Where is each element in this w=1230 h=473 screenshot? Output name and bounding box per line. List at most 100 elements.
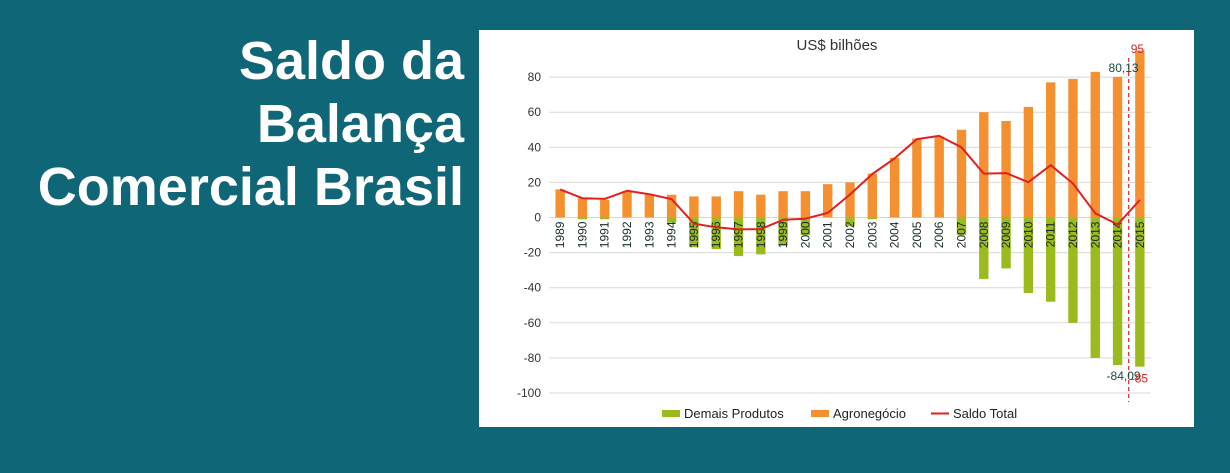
x-tick-label: 2013 (1088, 221, 1102, 248)
bar-demais-produtos (1135, 217, 1145, 367)
legend-swatch (811, 410, 829, 417)
x-tick-label: 1994 (665, 221, 679, 248)
bar-agronegocio (956, 129, 967, 218)
bar-demais-produtos (666, 217, 677, 223)
chart-title: US$ bilhões (797, 37, 878, 54)
bar-agronegocio (756, 194, 766, 218)
bar-agronegocio (1112, 76, 1123, 218)
slide-title-line-3: Comercial Brasil (37, 157, 464, 217)
bar-demais-produtos (1023, 217, 1034, 293)
x-tick-label: 2008 (977, 221, 991, 248)
bar-agronegocio (823, 184, 833, 218)
y-tick-label: 20 (528, 175, 542, 189)
bars (555, 50, 1145, 367)
bar-demais-produtos (1001, 217, 1011, 269)
bar-agronegocio (1090, 71, 1100, 218)
y-tick-label: -100 (517, 386, 541, 400)
x-tick-label: 2015 (1133, 221, 1147, 248)
bar-demais-produtos (956, 217, 967, 236)
bar-agronegocio (1068, 78, 1078, 218)
y-tick-label: 80 (528, 70, 542, 84)
bar-demais-produtos (577, 217, 588, 220)
y-tick-label: -20 (524, 246, 542, 260)
annotations: 80,13 -84,09 95 -85 (1107, 42, 1149, 402)
bar-demais-produtos (800, 217, 811, 236)
x-tick-label: 2004 (888, 221, 902, 248)
bar-agronegocio (1023, 106, 1034, 218)
slide-title: Saldo da Balança Comercial Brasil (4, 30, 464, 219)
trade-balance-chart: US$ bilhões -100 -80 -60 -40 -20 0 20 40 60 80 19… (517, 37, 1151, 421)
bar-agronegocio (555, 189, 565, 218)
x-tick-label: 2006 (932, 221, 946, 248)
x-axis-labels: 1989 1990 1991 1992 1993 1994 1995 1996 1997 1998… (553, 221, 1147, 248)
bar-agronegocio (800, 191, 811, 218)
x-tick-label: 2014 (1111, 221, 1125, 248)
x-tick-label: 1993 (642, 221, 656, 248)
bar-agronegocio (689, 196, 699, 218)
x-tick-label: 1998 (754, 221, 768, 248)
bar-agronegocio (622, 191, 632, 218)
bar-demais-produtos (1112, 217, 1123, 366)
saldo-total-line (559, 134, 1141, 231)
line-saldo-total (559, 134, 1141, 231)
x-tick-label: 1991 (598, 221, 612, 248)
bar-agronegocio (600, 199, 610, 218)
bar-agronegocio (1045, 82, 1056, 218)
bar-demais-produtos (711, 217, 721, 250)
bar-demais-produtos (756, 217, 766, 255)
x-tick-label: 2002 (843, 221, 857, 248)
bar-agronegocio (934, 136, 944, 218)
y-tick-label: -40 (524, 281, 542, 295)
x-tick-label: 1999 (776, 221, 790, 248)
x-tick-label: 2005 (910, 221, 924, 248)
bar-agronegocio (733, 191, 744, 218)
bar-agronegocio (979, 112, 989, 218)
data-label: 80,13 (1109, 61, 1139, 75)
legend-label: Demais Produtos (684, 406, 784, 421)
bar-demais-produtos (1068, 217, 1078, 323)
bar-demais-produtos (1045, 217, 1056, 302)
bar-agronegocio (711, 196, 721, 218)
bar-agronegocio (577, 198, 588, 218)
bar-demais-produtos (845, 217, 855, 227)
x-tick-label: 2012 (1066, 221, 1080, 248)
bar-agronegocio (666, 194, 677, 218)
bar-agronegocio (845, 182, 855, 218)
bar-demais-produtos (689, 217, 699, 248)
x-tick-label: 2009 (999, 221, 1013, 248)
bar-demais-produtos (1090, 217, 1100, 358)
x-tick-label: 2011 (1044, 221, 1058, 247)
x-tick-label: 2010 (1021, 221, 1035, 248)
slide-title-line-1: Saldo da (238, 31, 464, 91)
bar-agronegocio (1001, 120, 1011, 218)
y-tick-label: 0 (534, 211, 541, 225)
legend-label: Saldo Total (953, 406, 1017, 421)
y-tick-label: -80 (524, 351, 542, 365)
x-tick-label: 1990 (575, 221, 589, 248)
y-axis-ticks: -100 -80 -60 -40 -20 0 20 40 60 80 (517, 70, 541, 400)
x-tick-label: 2000 (798, 221, 812, 248)
bar-demais-produtos (778, 217, 788, 246)
x-tick-label: 1997 (732, 221, 746, 248)
bar-agronegocio (912, 138, 922, 218)
legend: Demais Produtos Agronegócio Saldo Total (662, 406, 1017, 421)
y-tick-label: -60 (524, 316, 542, 330)
x-tick-label: 1996 (709, 221, 723, 248)
x-tick-label: 1989 (553, 221, 567, 248)
x-tick-label: 2007 (954, 221, 968, 248)
bar-demais-produtos (979, 217, 989, 279)
chart-panel: US$ bilhões -100 -80 -60 -40 -20 0 20 40 60 80 19… (479, 30, 1194, 427)
y-tick-label: 40 (528, 140, 542, 154)
x-tick-label: 2003 (865, 221, 879, 248)
bar-demais-produtos (600, 217, 610, 220)
bar-agronegocio (867, 173, 877, 218)
bar-agronegocio (644, 194, 655, 218)
slide-title-line-2: Balança (256, 94, 464, 154)
x-tick-label: 1995 (687, 221, 701, 248)
bar-agronegocio (889, 157, 900, 218)
data-label: -84,09 (1107, 369, 1141, 383)
x-tick-label: 2001 (821, 221, 835, 248)
data-label: -85 (1131, 372, 1149, 386)
data-label: 95 (1131, 42, 1145, 56)
bar-demais-produtos (867, 217, 877, 220)
